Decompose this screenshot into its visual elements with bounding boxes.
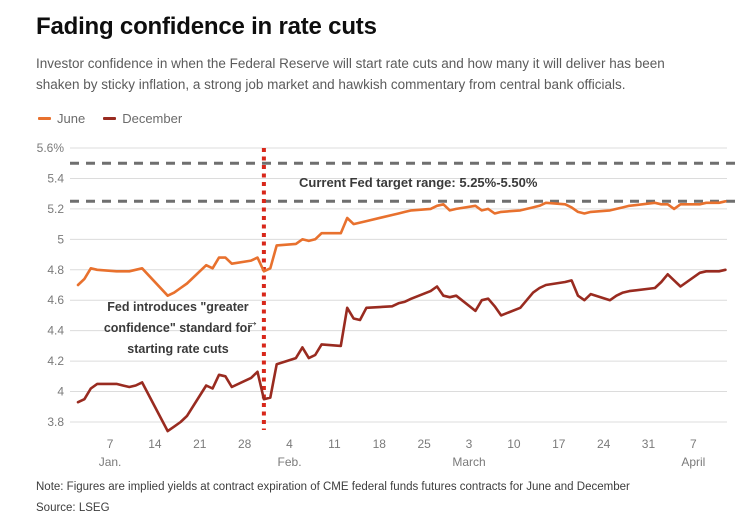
legend-label-december: December [122,111,183,126]
legend: June December [38,111,182,126]
y-axis-label: 5.4 [47,171,64,185]
x-axis-day-label: 17 [552,437,566,451]
footnote: Note: Figures are implied yields at cont… [36,481,630,493]
legend-item-june: June [38,111,85,126]
x-axis-month-label: Feb. [278,455,302,469]
y-axis-label: 4.8 [47,263,64,277]
y-axis-label: 3.8 [47,415,64,429]
y-axis-label: 5.2 [47,202,64,216]
x-axis-month-label: April [681,455,705,469]
series-line-june [76,199,727,297]
x-axis-day-label: 14 [148,437,162,451]
x-axis-month-label: Jan. [99,455,122,469]
fed-standard-annotation: Fed introduces "greater confidence" stan… [68,297,288,360]
chart-subtitle: Investor confidence in when the Federal … [36,56,665,92]
fed-annotation-line2: confidence" standard for [103,321,253,335]
x-axis-day-label: 7 [690,437,697,451]
page-title: Fading confidence in rate cuts [36,13,377,40]
rate-cuts-chart: 5.6% 5.4 5.2 5 4.8 4.6 4.4 4.2 4 3.8 7 Jan. 14 21 28 4 F… [37,141,735,469]
legend-label-june: June [57,111,86,126]
y-axis-label: 5.6% [37,141,65,155]
x-axis-day-label: 10 [507,437,521,451]
y-axis-label: 4.4 [47,324,64,338]
y-axis-label: 5 [57,232,64,246]
source-credit: Source: LSEG [36,502,110,514]
legend-item-december: December [103,111,182,126]
y-axis-label: 4.6 [47,293,64,307]
y-axis-label: 4 [57,385,64,399]
fed-annotation-line1: Fed introduces "greater [107,300,249,314]
x-axis-day-label: 21 [193,437,207,451]
june-line-swatch-icon [38,117,51,120]
x-axis-day-label: 31 [642,437,656,451]
arrow-right-icon: → [245,313,259,329]
y-axis-label: 4.2 [47,354,64,368]
x-axis-day-label: 25 [417,437,431,451]
x-axis-day-label: 11 [328,437,341,451]
x-axis-day-label: 4 [286,437,293,451]
december-line-swatch-icon [103,117,117,120]
x-axis-day-label: 28 [238,437,252,451]
x-axis-month-label: March [452,455,485,469]
x-axis-day-label: 3 [466,437,473,451]
x-axis-day-label: 18 [373,437,387,451]
fed-target-range-annotation: Current Fed target range: 5.25%-5.50% [299,175,538,190]
series-line-december [76,268,727,433]
fed-annotation-line3: starting rate cuts [127,342,229,356]
x-axis-day-label: 7 [107,437,114,451]
x-axis-day-label: 24 [597,437,611,451]
